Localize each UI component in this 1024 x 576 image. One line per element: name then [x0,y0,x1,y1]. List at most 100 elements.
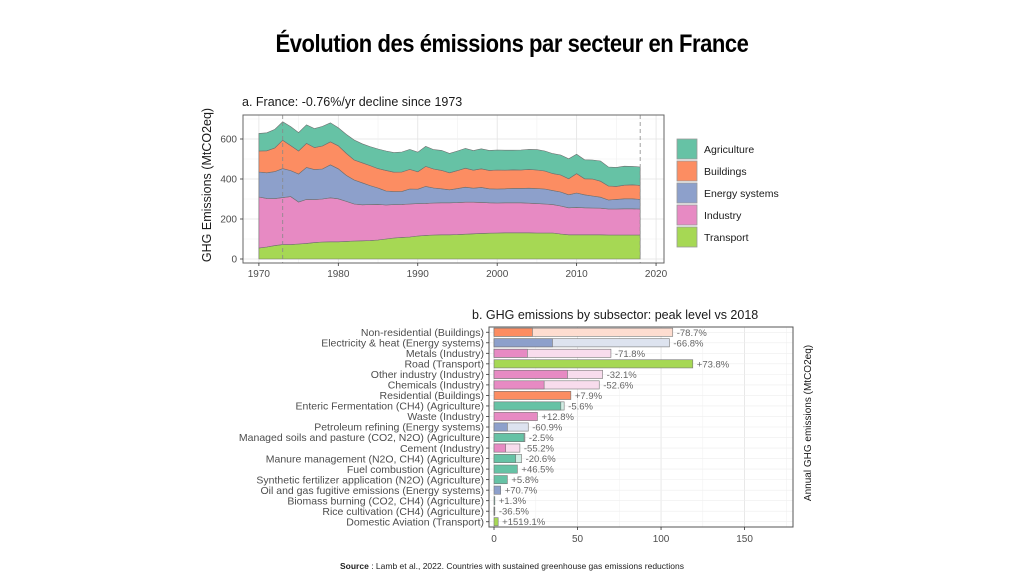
legend-swatch-buildings [676,160,698,182]
legend-label-industry: Industry [704,210,742,222]
bar-2018 [493,443,507,453]
bar-change-label: -36.5% [499,507,530,518]
bar-change-label: +1.3% [499,496,527,507]
x-tick-label: 150 [736,534,753,545]
legend-label-energy-systems: Energy systems [704,188,779,200]
category-label: Chemicals (Industry) [388,380,484,392]
chart-a-x-ticks: 1970 1980 1990 2000 2010 2020 [248,263,668,280]
bar-change-label: -78.7% [677,328,708,339]
bar-change-label: -55.2% [524,444,555,455]
bar-change-label: +46.5% [521,465,554,476]
bar-change-label: +12.8% [541,412,574,423]
page-title: Évolution des émissions par secteur en F… [275,30,749,58]
x-tick-label: 2000 [486,269,509,280]
chart-a-y-ticks: 0 200 400 600 [220,135,243,266]
bar-2018 [493,359,694,369]
source-note: Source : Lamb et al., 2022. Countries wi… [0,561,1024,571]
category-label: Waste (Industry) [407,411,484,423]
bar-change-label: -20.6% [526,454,557,465]
bar-change-label: -32.1% [607,370,638,381]
bar-change-label: -2.5% [529,433,554,444]
bar-2018 [493,338,553,348]
legend-swatch-transport [676,226,698,248]
bar-2018 [493,496,496,506]
chart-a-reference-lines [282,115,641,263]
bar-2018 [493,517,499,527]
category-label: Biomass burning (CO2, CH4) (Agriculture) [287,495,484,507]
y-tick-label: 0 [231,255,237,266]
category-label: Synthetic fertilizer application (N2O) (… [256,474,484,486]
chart-b: b. GHG emissions by subsector: peak leve… [239,308,814,545]
source-label: Source [340,561,369,571]
bar-2018 [493,464,518,474]
category-label: Electricity & heat (Energy systems) [321,337,484,349]
chart-a-y-axis-label: GHG Emissions (MtCO2eq) [200,108,214,262]
chart-a-legend: Agriculture Buildings Energy systems Indust… [676,138,779,248]
bar-2018 [493,369,568,379]
category-label: Non-residential (Buildings) [361,327,484,339]
legend-label-buildings: Buildings [704,166,747,178]
category-label: Manure management (N2O, CH4) (Agricultur… [266,453,484,465]
bar-change-label: -5.6% [568,401,593,412]
chart-b-y-axis-label: Annual GHG emissions (MtCO2eq) [803,345,814,501]
bar-2018 [493,401,562,411]
bar-2018 [493,485,501,495]
chart-b-category-labels: Non-residential (Buildings)Electricity &… [239,327,489,528]
bar-2018 [493,454,517,463]
chart-a-panel-border [242,114,665,264]
x-tick-label: 2020 [645,269,668,280]
legend-swatch-agriculture [676,138,698,160]
bar-change-label: +70.7% [505,486,538,497]
category-label: Oil and gas fugitive emissions (Energy s… [261,485,485,497]
y-tick-label: 200 [220,215,237,226]
category-label: Enteric Fermentation (CH4) (Agriculture) [296,401,484,413]
bar-2018 [493,422,508,432]
legend-label-agriculture: Agriculture [704,144,754,156]
chart-a-title: a. France: -0.76%/yr decline since 1973 [242,95,462,109]
chart-a-areas [258,121,641,260]
category-label: Managed soils and pasture (CO2, N2O) (Ag… [239,432,484,444]
legend-swatch-industry [676,204,698,226]
bar-change-label: -71.8% [615,349,646,360]
category-label: Residential (Buildings) [380,390,484,402]
bar-2018 [493,348,528,358]
chart-b-title: b. GHG emissions by subsector: peak leve… [472,308,758,322]
bar-2018 [493,380,545,390]
bar-change-label: +7.9% [575,391,603,402]
x-tick-label: 2010 [565,269,588,280]
category-label: Metals (Industry) [406,348,484,360]
bar-2018 [493,327,533,337]
category-label: Road (Transport) [404,359,484,371]
legend-swatch-energy-systems [676,182,698,204]
y-tick-label: 600 [220,135,237,146]
bar-2018 [493,506,495,516]
bar-2018 [493,412,538,421]
x-tick-label: 0 [491,534,497,545]
bar-2018 [493,433,525,442]
x-tick-label: 1980 [327,269,350,280]
bar-change-label: +5.8% [511,475,539,486]
bar-change-label: +1519.1% [502,517,546,528]
legend-label-transport: Transport [704,232,749,244]
bar-change-label: +73.8% [697,359,730,370]
category-label: Fuel combustion (Agriculture) [347,464,484,476]
category-label: Petroleum refining (Energy systems) [314,422,484,434]
chart-b-x-ticks: 0 50 100 150 [491,527,753,545]
category-label: Other industry (Industry) [371,369,484,381]
bar-change-label: -52.6% [603,380,634,391]
source-text: : Lamb et al., 2022. Countries with sust… [368,561,684,571]
bar-change-label: -60.9% [532,423,563,434]
x-tick-label: 1970 [248,269,271,280]
category-label: Cement (Industry) [400,443,484,455]
category-label: Rice cultivation (CH4) (Agriculture) [322,506,484,518]
bar-2018 [493,391,572,400]
category-label: Domestic Aviation (Transport) [346,516,484,528]
bar-change-label: -66.8% [673,338,704,349]
y-tick-label: 400 [220,175,237,186]
chart-a: a. France: -0.76%/yr decline since 1973 … [200,95,779,280]
bar-2018 [493,475,508,485]
x-tick-label: 100 [653,534,670,545]
chart-b-bars: -78.7%-66.8% -71.8% +73.8% -32.1%-52.6%+7.9… [493,327,730,528]
x-tick-label: 1990 [407,269,430,280]
